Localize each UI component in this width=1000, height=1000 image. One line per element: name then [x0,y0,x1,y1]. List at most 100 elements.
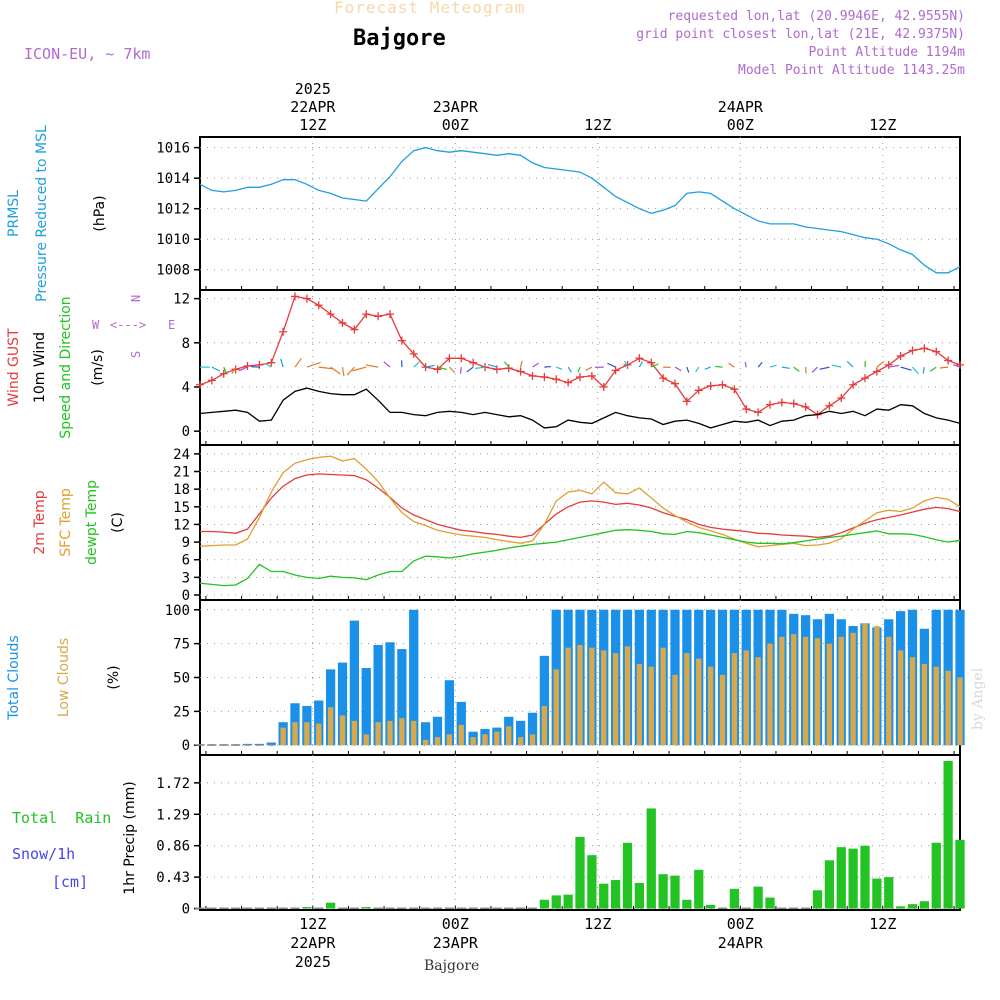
marker-gust [825,401,834,410]
bar-rain [468,907,478,910]
bar-low_clouds [696,658,702,746]
wind-barb [929,366,937,372]
wind-barb [264,362,272,368]
wind-barb [876,361,885,368]
bar-rain [314,907,324,910]
bar-low_clouds [529,734,536,746]
bar-rain [646,808,656,909]
ytick-label-clouds: 25 [173,704,190,720]
bar-total_clouds [361,668,371,746]
bar-low_clouds [874,626,880,746]
ytick-label-wind: 4 [182,380,190,396]
bar-rain [800,907,811,910]
marker-gust [599,382,608,391]
bar-rain [777,907,787,910]
marker-gust [944,356,953,365]
bar-low_clouds [565,647,571,746]
marker-gust [647,358,656,367]
ytick-label-temperature: 6 [182,553,190,569]
bar-low_clouds [707,666,714,746]
ytick-label-clouds: 75 [173,637,190,653]
panel-frames [194,136,961,911]
marker-gust [694,386,703,395]
bar-low_clouds [434,737,441,746]
wind-barb [211,366,221,372]
bar-rain [907,904,918,909]
panel-frame-pressure [199,136,961,291]
bar-low_clouds [458,724,464,746]
bar-rain [563,894,573,909]
wind-barb [231,366,237,374]
ytick-label-pressure: 1012 [156,202,190,218]
marker-gust [504,364,513,373]
marker-gust [279,327,288,336]
bar-rain [195,907,205,910]
bar-total_clouds [527,712,538,746]
marker-gust [338,318,347,327]
bar-low_clouds [482,734,488,746]
bar-rain [504,907,514,910]
wind-barb [793,366,800,372]
marker-gust [742,405,751,414]
bar-rain [682,899,692,909]
x-bottom-label: 23APR [433,934,479,952]
wind-barb [757,361,763,368]
wind-barb [223,366,228,374]
bar-total_clouds [349,620,360,746]
marker-gust [540,373,549,382]
wind-barb [280,358,284,368]
bar-rain [884,877,894,909]
marker-gust [255,360,264,369]
panel-label-wind: Wind GUST [6,328,22,407]
marker-gust [754,408,763,417]
marker-gust [849,380,858,389]
bar-rain [207,907,217,910]
marker-gust [445,354,454,363]
panel-label-wind: 10m Wind [32,332,48,403]
marker-gust [671,379,679,388]
bar-low_clouds [743,650,749,746]
line-dewpt [199,529,961,587]
bar-low_clouds [292,722,298,746]
bar-low_clouds [446,734,453,746]
bar-low_clouds [850,632,856,746]
bar-low_clouds [256,744,263,746]
bar-total_clouds [515,720,526,746]
bar-low_clouds [339,715,346,746]
bar-low_clouds [862,623,868,746]
marker-gust [326,310,335,319]
wind-barb [846,361,854,368]
marker-gust [896,352,905,361]
marker-gust [576,373,584,382]
wind-barb [437,366,448,370]
wind-barb [459,367,462,374]
wind-barb [831,364,842,368]
marker-gust [789,399,798,408]
bar-rain [943,760,953,909]
bar-low_clouds [802,636,809,746]
bar-low_clouds [933,666,939,746]
bar-low_clouds [411,720,417,746]
x-top-label: 00Z [727,116,754,134]
bar-rain [741,907,751,910]
panel-label-pressure: PRMSL [6,190,22,237]
point-altitude: Point Altitude 1194m [808,45,965,60]
wind-barb [695,366,700,373]
ytick-label-temperature: 12 [173,517,190,533]
bar-total_clouds [385,642,395,746]
marker-gust [611,366,620,375]
x-top-label: 2025 [295,80,331,98]
bar-rain [705,904,716,909]
bar-rain [492,907,502,910]
data-layer [195,146,965,910]
bar-low_clouds [755,657,761,746]
wind-barb [346,366,355,376]
marker-gust [469,358,478,367]
bar-rain [955,839,965,909]
marker-gust [267,358,276,367]
compass-s: S [129,350,143,358]
line-pressure [199,146,961,274]
snow-unit-label: [cm] [52,873,89,891]
ytick-label-temperature: 18 [173,482,190,498]
